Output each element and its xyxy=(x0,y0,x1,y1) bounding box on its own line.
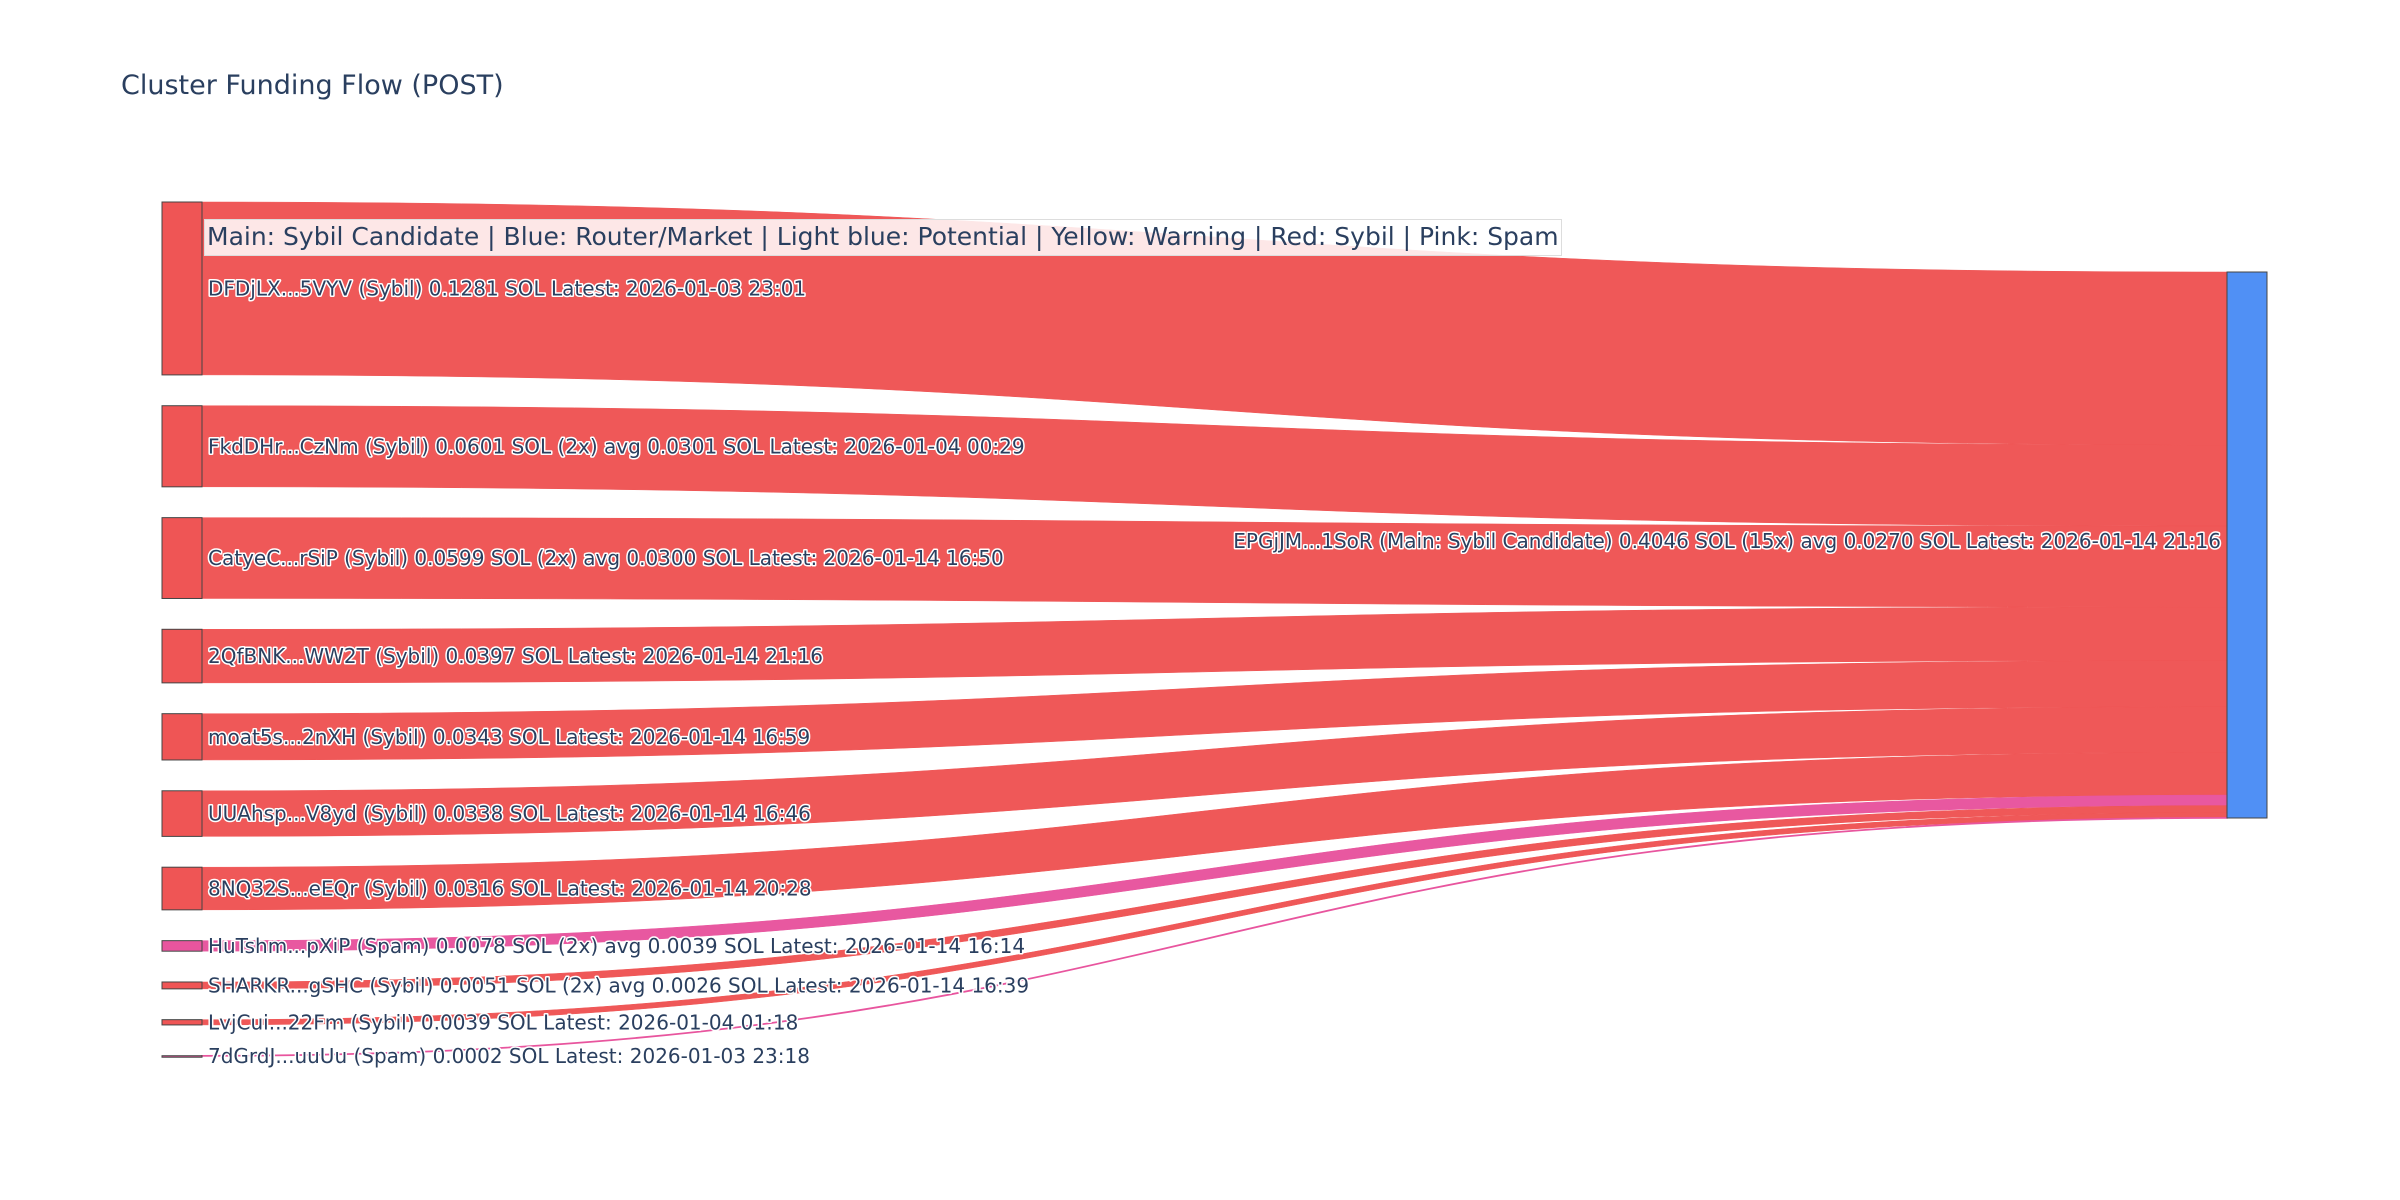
source-label-6: 8NQ32S...eEQr (Sybil) 0.0316 SOL Latest:… xyxy=(208,877,812,901)
chart-title: Cluster Funding Flow (POST) xyxy=(121,70,504,101)
legend-annotation: Main: Sybil Candidate | Blue: Router/Mar… xyxy=(204,219,1562,256)
source-label-2: CatyeC...rSiP (Sybil) 0.0599 SOL (2x) av… xyxy=(208,546,1004,570)
source-label-1: FkdDHr...CzNm (Sybil) 0.0601 SOL (2x) av… xyxy=(208,434,1025,458)
source-node-10 xyxy=(161,1055,203,1058)
source-node-9 xyxy=(161,1019,203,1026)
source-label-5: UUAhsp...V8yd (Sybil) 0.0338 SOL Latest:… xyxy=(208,802,811,826)
source-label-0: DFDjLX...5VYV (Sybil) 0.1281 SOL Latest:… xyxy=(208,276,806,300)
source-node-2 xyxy=(161,517,203,599)
source-label-8: SHARKR...gSHC (Sybil) 0.0051 SOL (2x) av… xyxy=(208,973,1029,997)
source-node-3 xyxy=(161,628,203,684)
target-label: EPGjJM...1SoR (Main: Sybil Candidate) 0.… xyxy=(1233,529,2221,553)
source-label-4: moat5s...2nXH (Sybil) 0.0343 SOL Latest:… xyxy=(208,725,810,749)
source-label-9: LvjCui...22Fm (Sybil) 0.0039 SOL Latest:… xyxy=(208,1010,798,1034)
source-node-1 xyxy=(161,405,203,488)
source-label-7: HuTshm...pXiP (Spam) 0.0078 SOL (2x) avg… xyxy=(208,934,1025,958)
source-label-3: 2QfBNK...WW2T (Sybil) 0.0397 SOL Latest:… xyxy=(208,644,823,668)
source-node-5 xyxy=(161,790,203,837)
source-node-0 xyxy=(161,201,203,376)
source-label-10: 7dGrdJ...uuUu (Spam) 0.0002 SOL Latest: … xyxy=(208,1044,810,1068)
source-node-8 xyxy=(161,981,203,990)
sankey-links xyxy=(201,201,2228,1057)
sankey-nodes xyxy=(161,201,2268,1058)
target-node xyxy=(2226,271,2268,819)
source-node-7 xyxy=(161,940,203,952)
source-node-6 xyxy=(161,866,203,911)
sankey-labels: DFDjLX...5VYV (Sybil) 0.1281 SOL Latest:… xyxy=(207,275,2223,1069)
source-node-4 xyxy=(161,713,203,761)
